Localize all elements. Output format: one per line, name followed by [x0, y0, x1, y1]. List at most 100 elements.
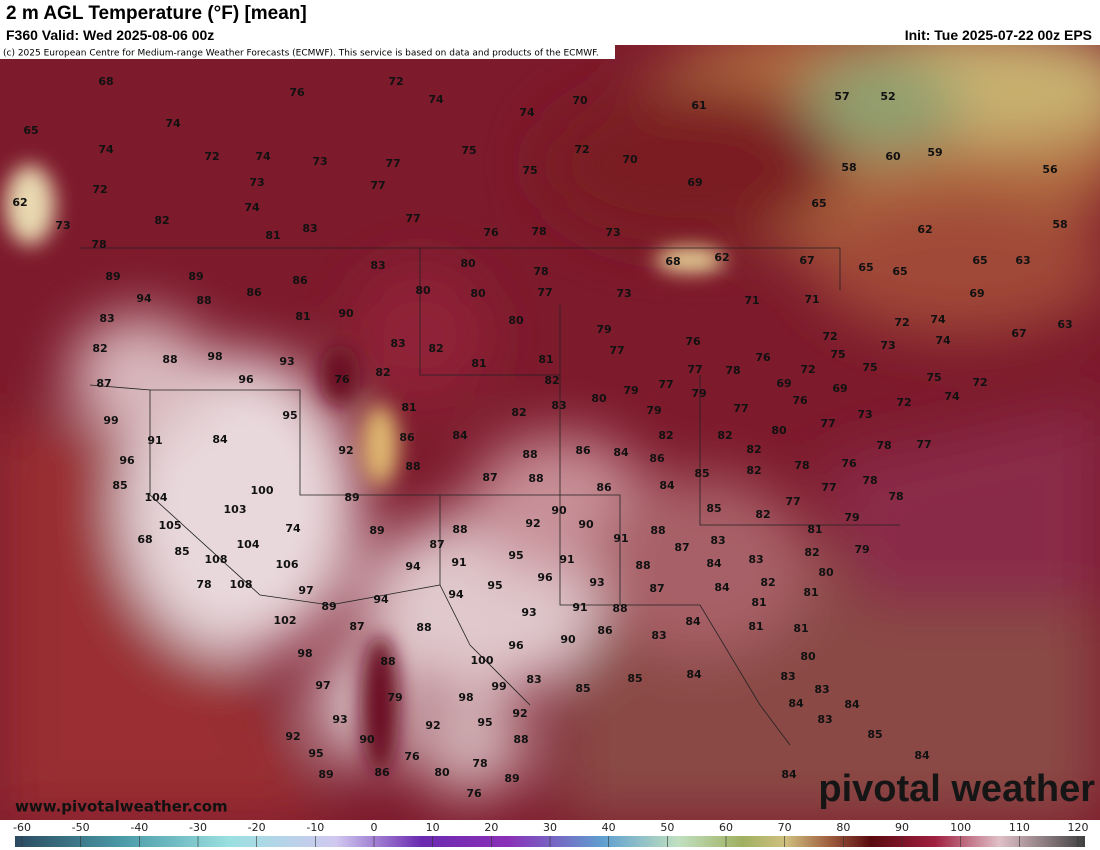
temperature-label: 77	[687, 363, 702, 376]
title: 2 m AGL Temperature (°F) [mean]	[6, 3, 307, 24]
temperature-label: 74	[519, 106, 535, 119]
temperature-label: 94	[405, 560, 421, 573]
temperature-field	[0, 45, 1100, 820]
temperature-label: 96	[119, 454, 135, 467]
temperature-label: 79	[387, 691, 402, 704]
temperature-label: 84	[844, 698, 860, 711]
temperature-label: 67	[1011, 327, 1026, 340]
temperature-label: 83	[526, 673, 541, 686]
temperature-label: 85	[694, 467, 709, 480]
temperature-label: 52	[880, 90, 895, 103]
temperature-label: 90	[359, 733, 375, 746]
temperature-label: 98	[458, 691, 473, 704]
temperature-label: 73	[312, 155, 327, 168]
temperature-label: 77	[820, 417, 835, 430]
temperature-label: 82	[760, 576, 775, 589]
temperature-label: 74	[944, 390, 960, 403]
temperature-label: 108	[205, 553, 228, 566]
temperature-label: 73	[616, 287, 631, 300]
temperature-label: 82	[658, 429, 673, 442]
temperature-label: 95	[308, 747, 323, 760]
temperature-label: 83	[780, 670, 795, 683]
colorbar-tick-label: 0	[371, 821, 378, 834]
colorbar-tick-label: -40	[130, 821, 148, 834]
temperature-label: 79	[691, 387, 706, 400]
temperature-label: 84	[686, 668, 702, 681]
temperature-label: 83	[817, 713, 832, 726]
colorbar-tick-label: 80	[836, 821, 850, 834]
temperature-label: 69	[832, 382, 847, 395]
temperature-label: 76	[792, 394, 808, 407]
temperature-label: 87	[349, 620, 364, 633]
temperature-label: 73	[857, 408, 872, 421]
temperature-label: 86	[292, 274, 308, 287]
temperature-label: 72	[896, 396, 911, 409]
temperature-label: 72	[204, 150, 219, 163]
temperature-label: 65	[858, 261, 873, 274]
temperature-label: 86	[575, 444, 591, 457]
temperature-label: 85	[627, 672, 642, 685]
temperature-label: 95	[508, 549, 523, 562]
temperature-label: 73	[880, 339, 895, 352]
temperature-label: 75	[830, 348, 845, 361]
temperature-label: 87	[429, 538, 444, 551]
temperature-label: 88	[162, 353, 177, 366]
temperature-label: 80	[434, 766, 450, 779]
temperature-label: 82	[746, 464, 761, 477]
temperature-label: 78	[862, 474, 877, 487]
temperature-label: 87	[649, 582, 664, 595]
temperature-label: 80	[460, 257, 476, 270]
temperature-label: 84	[659, 479, 675, 492]
temperature-label: 58	[841, 161, 856, 174]
temperature-label: 89	[321, 600, 336, 613]
temperature-label: 68	[137, 533, 152, 546]
temperature-label: 79	[623, 384, 638, 397]
temperature-label: 83	[651, 629, 666, 642]
temperature-label: 91	[147, 434, 162, 447]
temperature-label: 108	[230, 578, 253, 591]
colorbar-tick-label: 90	[895, 821, 909, 834]
temperature-label: 77	[609, 344, 624, 357]
temperature-label: 78	[91, 238, 106, 251]
temperature-label: 79	[596, 323, 611, 336]
temperature-label: 84	[714, 581, 730, 594]
temperature-label: 100	[251, 484, 274, 497]
temperature-label: 75	[522, 164, 537, 177]
temperature-label: 82	[746, 443, 761, 456]
colorbar-tick-label: 60	[719, 821, 733, 834]
temperature-label: 85	[174, 545, 189, 558]
temperature-label: 63	[1057, 318, 1072, 331]
temperature-label: 93	[279, 355, 294, 368]
temperature-label: 74	[428, 93, 444, 106]
temperature-label: 102	[274, 614, 297, 627]
temperature-label: 84	[685, 615, 701, 628]
temperature-label: 91	[559, 553, 574, 566]
temperature-label: 98	[207, 350, 222, 363]
temperature-label: 81	[803, 586, 818, 599]
temperature-label: 83	[748, 553, 763, 566]
temperature-label: 89	[344, 491, 359, 504]
temperature-label: 87	[674, 541, 689, 554]
temperature-label: 75	[862, 361, 877, 374]
temperature-label: 56	[1042, 163, 1058, 176]
temperature-label: 82	[544, 374, 559, 387]
temperature-label: 84	[212, 433, 228, 446]
temperature-label: 62	[714, 251, 729, 264]
temperature-label: 69	[969, 287, 984, 300]
temperature-label: 104	[145, 491, 168, 504]
temperature-label: 65	[892, 265, 907, 278]
temperature-label: 74	[285, 522, 301, 535]
temperature-label: 97	[315, 679, 330, 692]
temperature-label: 90	[560, 633, 576, 646]
temperature-label: 95	[477, 716, 492, 729]
temperature-label: 76	[483, 226, 499, 239]
temperature-label: 68	[98, 75, 113, 88]
temperature-label: 68	[665, 255, 680, 268]
temperature-label: 82	[755, 508, 770, 521]
temperature-label: 76	[289, 86, 305, 99]
temperature-label: 86	[374, 766, 390, 779]
temperature-label: 83	[99, 312, 114, 325]
temperature-label: 80	[591, 392, 607, 405]
temperature-label: 72	[574, 143, 589, 156]
temperature-label: 90	[551, 504, 567, 517]
